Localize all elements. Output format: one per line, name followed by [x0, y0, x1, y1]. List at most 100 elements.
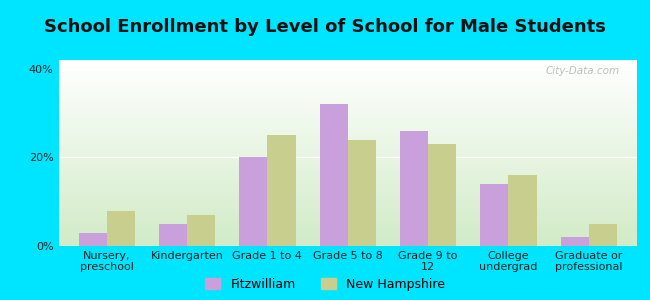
Bar — [58, 61, 637, 62]
Bar — [58, 229, 637, 230]
Bar — [58, 128, 637, 129]
Bar — [58, 62, 637, 63]
Bar — [58, 245, 637, 246]
Bar — [58, 79, 637, 80]
Bar — [58, 109, 637, 110]
Bar — [58, 192, 637, 193]
Bar — [58, 148, 637, 149]
Bar — [58, 116, 637, 117]
Bar — [58, 156, 637, 157]
Bar — [58, 160, 637, 161]
Bar — [58, 118, 637, 119]
Bar — [58, 197, 637, 198]
Bar — [58, 174, 637, 175]
Bar — [58, 100, 637, 101]
Bar — [58, 152, 637, 153]
Bar — [58, 171, 637, 172]
Bar — [58, 159, 637, 160]
Bar — [58, 222, 637, 223]
Bar — [58, 76, 637, 77]
Bar — [58, 175, 637, 176]
Bar — [58, 198, 637, 199]
Bar — [58, 160, 637, 161]
Bar — [58, 78, 637, 79]
Bar — [58, 95, 637, 96]
Bar — [58, 63, 637, 64]
Bar — [58, 142, 637, 143]
Bar — [58, 134, 637, 135]
Bar — [58, 143, 637, 144]
Bar — [58, 228, 637, 229]
Bar — [58, 136, 637, 137]
Bar — [58, 210, 637, 211]
Bar — [58, 126, 637, 127]
Bar — [58, 132, 637, 133]
Bar — [58, 185, 637, 187]
Bar — [58, 68, 637, 69]
Bar — [58, 211, 637, 212]
Bar — [58, 144, 637, 145]
Bar — [58, 89, 637, 90]
Bar — [58, 191, 637, 192]
Bar — [58, 227, 637, 228]
Bar — [58, 158, 637, 159]
Bar — [58, 139, 637, 140]
Bar — [58, 101, 637, 102]
Bar — [58, 238, 637, 239]
Bar — [58, 180, 637, 181]
Bar — [58, 91, 637, 92]
Bar — [58, 244, 637, 245]
Bar — [58, 77, 637, 78]
Bar — [400, 131, 428, 246]
Bar — [58, 67, 637, 68]
Bar — [58, 196, 637, 197]
Bar — [58, 206, 637, 207]
Bar — [58, 232, 637, 233]
Bar — [58, 90, 637, 91]
Bar — [58, 114, 637, 115]
Bar — [58, 179, 637, 180]
Bar — [58, 64, 637, 65]
Bar — [58, 140, 637, 141]
Bar — [428, 144, 456, 246]
Bar — [58, 108, 637, 109]
Bar — [58, 168, 637, 169]
Bar — [348, 140, 376, 246]
Bar — [58, 146, 637, 147]
Bar — [58, 74, 637, 75]
Bar — [58, 165, 637, 166]
Bar — [58, 194, 637, 195]
Bar — [58, 170, 637, 171]
Bar — [58, 184, 637, 185]
Bar — [58, 138, 637, 139]
Bar — [58, 181, 637, 182]
Bar — [58, 169, 637, 170]
Bar — [58, 225, 637, 226]
Bar — [58, 113, 637, 114]
Bar — [58, 80, 637, 81]
Bar — [58, 145, 637, 146]
Bar — [58, 233, 637, 234]
Bar — [107, 211, 135, 246]
Bar — [58, 151, 637, 152]
Bar — [58, 166, 637, 167]
Bar — [239, 158, 267, 246]
Bar — [267, 135, 296, 246]
Bar — [58, 162, 637, 163]
Bar — [58, 155, 637, 156]
Bar — [58, 112, 637, 113]
Bar — [58, 81, 637, 82]
Bar — [58, 125, 637, 126]
Bar — [58, 102, 637, 103]
Bar — [58, 106, 637, 107]
Bar — [58, 195, 637, 196]
Bar — [58, 217, 637, 218]
Bar — [589, 224, 617, 246]
Bar — [58, 226, 637, 227]
Bar — [58, 209, 637, 210]
Bar — [58, 130, 637, 131]
Bar — [58, 220, 637, 221]
Bar — [58, 83, 637, 84]
Bar — [58, 150, 637, 151]
Bar — [58, 221, 637, 222]
